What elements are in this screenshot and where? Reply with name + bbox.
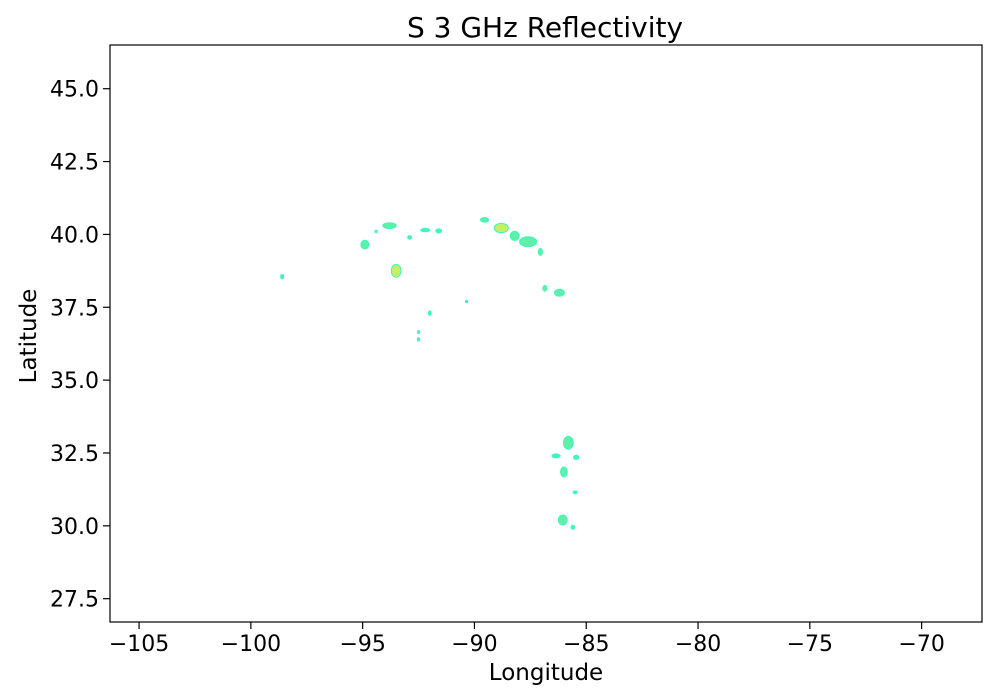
x-tick-label: −105 (109, 632, 169, 657)
echo-point-1 (360, 239, 370, 250)
x-tick-label: −70 (898, 632, 944, 657)
echo-point-4 (390, 263, 402, 278)
echo-point-8 (416, 330, 421, 335)
echo-point-25 (570, 524, 576, 530)
y-axis-label: Latitude (16, 289, 42, 384)
echo-point-15 (519, 236, 538, 248)
y-tick-label: 40.0 (50, 223, 99, 248)
x-tick-label: −95 (339, 632, 385, 657)
echo-point-19 (562, 435, 574, 450)
echo-point-20 (551, 453, 561, 459)
y-tick-label: 37.5 (50, 296, 99, 321)
echo-point-5 (407, 235, 413, 240)
echo-point-6 (420, 227, 431, 233)
y-tick-label: 32.5 (50, 442, 99, 467)
echo-point-21 (573, 454, 580, 460)
x-tick-label: −100 (221, 632, 281, 657)
echo-point-11 (464, 299, 469, 304)
echo-point-24 (557, 514, 568, 526)
x-tick-label: −80 (675, 632, 721, 657)
echo-point-16 (537, 247, 543, 256)
echo-point-7 (435, 228, 443, 234)
y-tick-label: 42.5 (50, 151, 99, 176)
echo-point-3 (382, 222, 397, 230)
x-tick-label: −85 (563, 632, 609, 657)
echo-point-14 (509, 230, 520, 242)
plot-area (109, 44, 983, 623)
y-tick-label: 45.0 (50, 78, 99, 103)
echo-point-12 (479, 217, 490, 223)
x-tick-label: −75 (787, 632, 833, 657)
y-axis-ticks: 27.5 30.0 32.5 35.0 37.5 40.0 42.5 45.0 (50, 78, 110, 613)
echo-point-17 (542, 284, 548, 292)
echo-point-13 (493, 222, 509, 234)
y-tick-label: 35.0 (50, 369, 99, 394)
chart-title: S 3 GHz Reflectivity (407, 11, 683, 44)
echo-point-23 (572, 490, 578, 495)
x-axis-ticks: −105 −100 −95 −90 −85 −80 −75 −70 (109, 622, 945, 657)
y-tick-label: 30.0 (50, 515, 99, 540)
x-tick-label: −90 (451, 632, 497, 657)
echo-point-18 (553, 288, 565, 297)
echo-point-9 (416, 337, 421, 342)
echo-layer (280, 217, 580, 530)
echo-point-22 (560, 466, 568, 478)
x-axis-label: Longitude (489, 660, 603, 686)
y-tick-label: 27.5 (50, 588, 99, 613)
echo-point-10 (427, 310, 432, 316)
echo-point-0 (280, 273, 285, 280)
echo-point-2 (374, 229, 378, 234)
